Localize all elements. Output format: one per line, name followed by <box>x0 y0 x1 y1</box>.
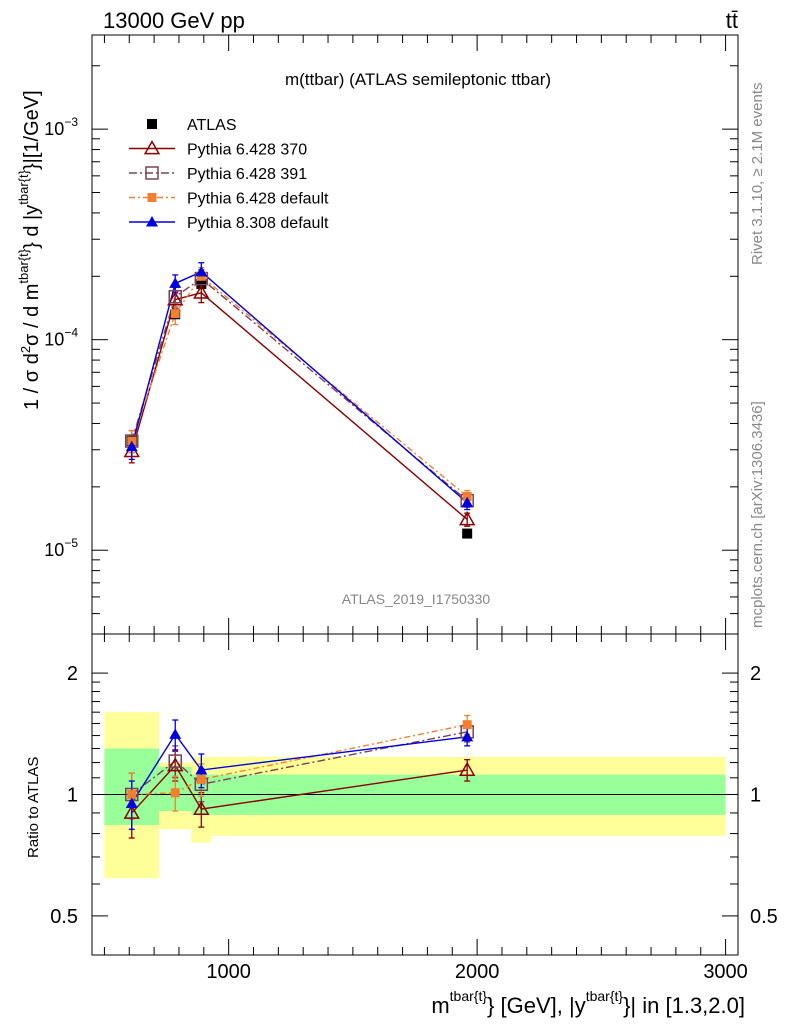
main-line-1 <box>131 292 468 520</box>
main-point <box>462 491 472 501</box>
x-tick-label: 2000 <box>455 961 500 983</box>
legend-label: Pythia 8.308 default <box>187 215 329 232</box>
main-line-3 <box>131 275 468 498</box>
legend-label: Pythia 6.428 default <box>187 191 329 208</box>
main-point <box>125 440 138 452</box>
ratio-point <box>168 754 182 768</box>
ratio-point <box>195 764 208 775</box>
legend-label: Pythia 6.428 370 <box>187 142 307 159</box>
legend-marker <box>145 166 159 180</box>
ratio-markers <box>123 720 476 819</box>
ratio-point <box>125 797 138 808</box>
legend-label: Pythia 6.428 391 <box>187 166 307 183</box>
ratio-uncertainty-bands <box>92 712 738 879</box>
ratio-ylabel: Ratio to ATLAS <box>25 757 42 858</box>
main-point <box>170 309 180 319</box>
header-left-label: 13000 GeV pp <box>103 8 245 33</box>
ratio-ytick-label-left: 1 <box>67 785 78 807</box>
ratio-line-0 <box>131 764 468 814</box>
legend-marker <box>143 140 161 155</box>
legend-marker <box>146 216 158 227</box>
ratio-ytick-label-left: 2 <box>67 663 78 685</box>
ratio-point <box>127 790 137 799</box>
main-markers <box>123 265 476 539</box>
main-point <box>169 277 182 288</box>
ratio-ytick-label-left: 0.5 <box>50 906 78 928</box>
header-right-label: tt̄ <box>726 8 738 33</box>
main-point <box>193 284 210 299</box>
x-tick-label: 3000 <box>703 961 748 983</box>
ratio-line-1 <box>131 731 468 796</box>
main-series-lines <box>131 271 468 520</box>
main-axes: 10−5 10−4 10−3 <box>44 35 738 635</box>
ratio-point <box>170 788 180 798</box>
main-ytick-label: 10−3 <box>44 115 78 139</box>
mcplots-source-label: mcplots.cern.ch [arXiv:1306.3436] <box>749 401 766 628</box>
legend-label: ATLAS <box>187 117 237 134</box>
x-axis-label: mtbar{t}} [GeV], |ytbar{t}}| in [1.3,2.0… <box>431 988 745 1018</box>
main-point <box>458 511 476 526</box>
ratio-point <box>458 761 476 776</box>
legend-marker <box>147 119 157 129</box>
ratio-point <box>123 804 140 819</box>
main-point <box>462 528 473 539</box>
ratio-series-lines <box>131 723 468 814</box>
ratio-ytick-label-right: 2 <box>750 663 761 685</box>
main-ylabel: 1 / σ d2σ / d mtbar{t}} d |ytbar{t}}|[1/… <box>16 90 43 410</box>
ratio-axes: 0.5 0.5 1 1 2 2 1000 2000 3000 <box>50 633 778 983</box>
main-point <box>461 496 474 508</box>
x-tick-label: 1000 <box>206 961 251 983</box>
ratio-ytick-label-right: 0.5 <box>750 906 778 928</box>
ratio-point <box>196 774 206 784</box>
rivet-version-label: Rivet 3.1.10, ≥ 2.1M events <box>749 83 766 266</box>
main-line-2 <box>131 277 468 502</box>
ratio-point <box>461 730 474 742</box>
ratio-point <box>193 800 210 816</box>
legend: ATLAS Pythia 6.428 370 Pythia 6.428 391 Pyt… <box>129 117 329 232</box>
main-point <box>168 289 182 304</box>
main-point <box>195 265 208 277</box>
ratio-point <box>167 757 184 772</box>
analysis-watermark: ATLAS_2019_I1750330 <box>342 591 491 607</box>
ratio-point <box>462 720 472 730</box>
legend-marker <box>147 193 157 202</box>
ratio-point <box>169 728 182 739</box>
main-ytick-label: 10−4 <box>44 326 78 350</box>
ratio-ytick-label-right: 1 <box>750 785 761 807</box>
main-ytick-label: 10−5 <box>44 536 78 560</box>
main-point <box>167 291 184 306</box>
ratio-line-3 <box>131 733 468 804</box>
chart-title: m(ttbar) (ATLAS semileptonic ttbar) <box>285 70 551 89</box>
ratio-line-2 <box>131 723 468 796</box>
main-line-4 <box>131 271 468 504</box>
